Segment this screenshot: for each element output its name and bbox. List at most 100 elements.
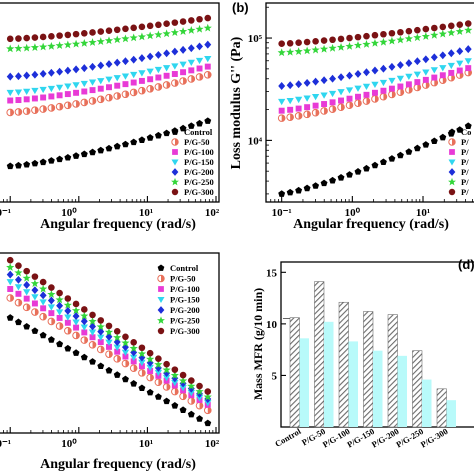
data-point-a-p-g-250 <box>129 33 138 42</box>
data-point-b-p-g-200 <box>303 78 311 87</box>
data-point-a-control <box>138 136 146 143</box>
x-category-label-p-g-200: P/G-200 <box>370 426 401 450</box>
legend-marker-p-g-50 <box>448 138 456 146</box>
x-tick-label: 10⁻¹ <box>272 207 292 219</box>
data-point-a-control <box>113 142 121 150</box>
data-point-c-p-g-50 <box>31 308 39 316</box>
data-point-b-p-g-50 <box>430 78 439 87</box>
data-point-a-p-g-150 <box>171 63 179 70</box>
data-point-a-p-g-100 <box>180 69 187 76</box>
data-point-b-p-g-150 <box>371 81 379 89</box>
data-point-c-p-g-100 <box>81 329 88 336</box>
data-point-a-p-g-200 <box>23 71 31 80</box>
data-point-a-p-g-100 <box>155 74 162 81</box>
bar-light-p-g-300 <box>446 400 456 427</box>
data-point-c-p-g-300 <box>72 300 80 308</box>
data-point-a-p-g-50 <box>154 83 163 91</box>
data-point-b-p-g-250 <box>387 36 396 45</box>
data-point-b-p-g-200 <box>422 55 430 64</box>
data-point-b-p-g-150 <box>396 75 405 83</box>
data-point-b-p-g-300 <box>405 27 413 35</box>
data-point-c-control <box>39 331 47 339</box>
data-point-c-p-g-300 <box>64 295 72 302</box>
data-point-a-p-g-300 <box>64 31 72 39</box>
data-point-c-control <box>130 380 138 387</box>
data-point-b-control <box>329 176 337 184</box>
data-point-a-p-g-300 <box>80 30 88 37</box>
data-point-b-p-g-200 <box>346 71 353 80</box>
data-point-a-p-g-100 <box>15 97 22 104</box>
data-point-b-p-g-250 <box>379 37 388 46</box>
data-point-c-p-g-300 <box>80 306 88 313</box>
data-point-a-p-g-200 <box>187 44 195 53</box>
data-point-a-p-g-200 <box>163 49 171 58</box>
data-point-a-p-g-250 <box>96 37 105 46</box>
data-point-c-p-g-300 <box>31 273 39 280</box>
data-point-a-p-g-200 <box>56 67 64 76</box>
data-point-a-p-g-50 <box>31 106 39 114</box>
data-point-c-p-g-50 <box>6 294 15 302</box>
data-point-b-p-g-150 <box>430 67 438 74</box>
data-point-b-p-g-300 <box>447 22 455 30</box>
legend-marker-p-g-250 <box>171 177 179 186</box>
data-point-a-p-g-250 <box>63 40 72 49</box>
data-point-b-p-g-250 <box>421 32 430 40</box>
data-point-c-p-g-150 <box>55 309 64 316</box>
data-point-a-p-g-50 <box>129 88 138 97</box>
data-point-a-p-g-50 <box>47 104 56 112</box>
data-point-a-p-g-100 <box>188 67 195 74</box>
data-point-c-p-g-200 <box>196 389 204 398</box>
data-point-c-p-g-150 <box>162 374 171 382</box>
data-point-b-p-g-300 <box>464 20 472 27</box>
data-point-a-p-g-250 <box>203 23 212 32</box>
data-point-a-p-g-300 <box>163 20 170 28</box>
data-point-a-p-g-200 <box>113 58 121 67</box>
data-point-b-p-g-200 <box>295 80 303 89</box>
data-point-c-p-g-300 <box>146 349 154 357</box>
data-point-c-p-g-200 <box>97 327 105 336</box>
data-point-b-p-g-100 <box>287 106 294 113</box>
data-point-a-p-g-150 <box>88 79 97 86</box>
data-point-c-p-g-250 <box>22 273 31 282</box>
data-point-b-p-g-300 <box>303 38 311 46</box>
legend-label-p-g-50: P/G-50 <box>184 137 210 147</box>
data-point-b-p-g-50 <box>388 90 396 99</box>
data-point-b-control <box>388 155 396 162</box>
data-point-b-p-g-200 <box>354 69 362 78</box>
data-point-a-control <box>122 140 129 148</box>
data-point-a-p-g-50 <box>195 73 204 81</box>
data-point-b-p-g-200 <box>286 81 294 90</box>
data-point-a-p-g-100 <box>97 85 104 92</box>
data-point-c-p-g-150 <box>88 329 97 336</box>
data-point-c-control <box>105 366 113 374</box>
data-point-b-p-g-200 <box>320 76 328 85</box>
data-point-a-p-g-250 <box>187 26 196 34</box>
data-point-a-p-g-250 <box>178 27 188 35</box>
data-point-b-p-g-150 <box>379 79 388 87</box>
data-point-c-p-g-150 <box>80 324 88 331</box>
data-point-b-p-g-250 <box>370 38 380 47</box>
data-point-c-control <box>154 393 162 400</box>
data-point-a-p-g-150 <box>130 71 138 79</box>
data-point-b-p-g-250 <box>303 46 312 55</box>
data-point-b-p-g-200 <box>405 59 413 68</box>
data-point-a-p-g-300 <box>48 33 55 40</box>
data-point-a-p-g-150 <box>138 70 146 77</box>
x-category-label-p-g-150: P/G-150 <box>345 426 376 450</box>
data-point-b-p-g-100 <box>439 72 446 79</box>
data-point-c-p-g-250 <box>162 365 171 374</box>
data-point-a-p-g-50 <box>179 77 187 85</box>
legend-label-p-g-100: P/ <box>461 147 469 157</box>
data-point-a-p-g-150 <box>105 76 113 83</box>
legend-marker-control <box>448 128 456 135</box>
data-point-b-p-g-100 <box>371 89 378 96</box>
data-point-c-p-g-150 <box>130 354 138 362</box>
data-point-a-p-g-150 <box>72 82 80 89</box>
data-point-c-p-g-50 <box>105 350 113 358</box>
data-point-a-p-g-250 <box>195 24 204 33</box>
data-point-a-p-g-100 <box>48 93 55 100</box>
data-point-a-p-g-150 <box>162 65 171 72</box>
data-point-c-control <box>179 406 187 413</box>
data-point-c-p-g-250 <box>39 284 48 293</box>
data-point-c-p-g-300 <box>89 311 96 319</box>
